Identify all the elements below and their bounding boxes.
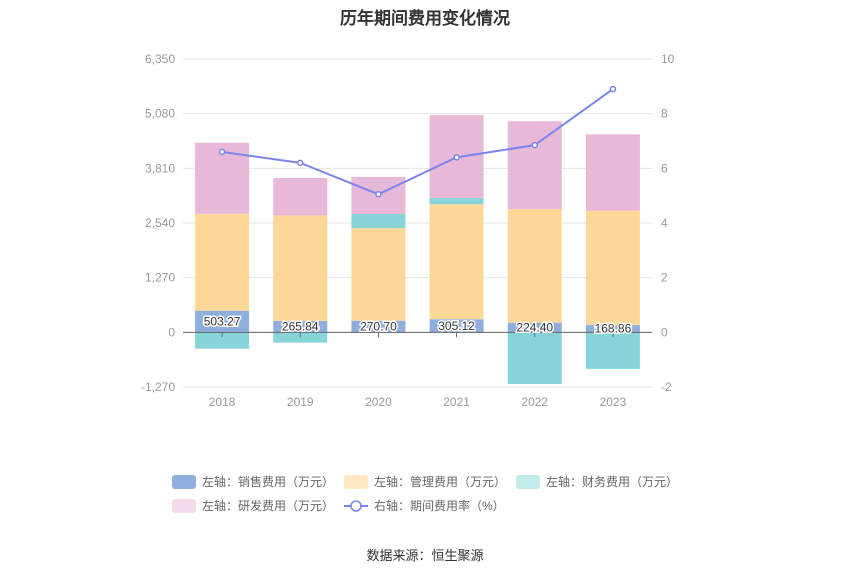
bar-segment-2 (429, 204, 484, 320)
x-axis-tick-label: 2020 (365, 395, 392, 409)
rate-point (218, 148, 226, 156)
rate-line (221, 88, 614, 196)
bar-segment-1 (507, 322, 562, 333)
right-axis-tick-label: -2 (661, 380, 672, 394)
bar-segment-3 (429, 197, 484, 205)
bar-segment-3 (195, 332, 250, 349)
bar-segment-2 (351, 228, 406, 321)
bar-segment-4 (273, 177, 328, 216)
bar-data-label: 265.84 (282, 320, 319, 334)
legend-swatch (172, 499, 196, 513)
left-axis-tick-label: 3,810 (145, 161, 175, 175)
rate-point (609, 85, 617, 93)
left-axis-tick-label: 6,350 (145, 52, 175, 66)
x-axis-tick-label: 2021 (443, 395, 470, 409)
bar-segment-1 (273, 320, 328, 333)
bar-segment-1 (195, 310, 250, 333)
left-axis-tick-label: 1,270 (145, 271, 175, 285)
legend-label: 左轴：销售费用（万元） (202, 474, 334, 489)
legend-label: 右轴：期间费用率（%） (374, 498, 505, 513)
bar-segment-3 (273, 332, 328, 343)
bar-segment-1 (351, 320, 406, 333)
right-axis-tick-label: 0 (661, 325, 668, 339)
bar-segment-3 (585, 332, 640, 369)
legend-label: 左轴：研发费用（万元） (202, 498, 334, 513)
x-axis-tick-label: 2019 (287, 395, 314, 409)
bar-segment-2 (507, 209, 562, 323)
right-axis-tick-label: 2 (661, 271, 668, 285)
bar-data-label: 503.27 (204, 315, 241, 329)
left-axis-tick-label: 5,080 (145, 107, 175, 121)
rate-point (453, 154, 460, 161)
left-axis-tick-label: 0 (168, 325, 175, 339)
bar-segment-1 (429, 319, 484, 333)
bar-segment-3 (351, 213, 406, 229)
x-axis-tick-label: 2018 (209, 395, 236, 409)
chart-title: 历年期间费用变化情况 (340, 9, 510, 28)
bar-segment-3 (507, 332, 562, 384)
rate-point (531, 141, 538, 149)
bar-segment-2 (195, 213, 250, 311)
bar-segment-1 (585, 325, 640, 333)
legend-label: 左轴：管理费用（万元） (374, 474, 506, 489)
bar-data-label: 224.40 (516, 321, 553, 335)
legend-label: 左轴：财务费用（万元） (546, 474, 678, 489)
bar-data-label: 168.86 (595, 322, 632, 336)
rate-point (375, 191, 382, 198)
bar-segment-2 (273, 215, 328, 321)
right-axis-tick-label: 6 (661, 161, 668, 175)
x-axis-tick-label: 2023 (600, 395, 627, 409)
left-axis-tick-label: 2,540 (145, 216, 175, 230)
right-axis-tick-label: 4 (661, 216, 668, 230)
bar-segment-2 (585, 210, 640, 326)
legend-swatch (516, 475, 540, 489)
bar-data-label: 305.12 (438, 319, 475, 333)
bar-segment-4 (585, 134, 640, 211)
right-axis-tick-label: 10 (661, 52, 675, 66)
data-source: 数据来源：恒生聚源 (366, 548, 484, 563)
left-axis-tick-label: -1,270 (141, 380, 175, 394)
right-axis-tick-label: 8 (661, 107, 668, 121)
legend-swatch (344, 475, 368, 489)
rate-point (297, 159, 304, 167)
bar-data-label: 270.70 (360, 320, 397, 334)
legend-swatch (172, 475, 196, 489)
legend-line-marker (350, 500, 362, 512)
bar-segment-4 (507, 121, 562, 210)
x-axis-tick-label: 2022 (521, 395, 548, 409)
